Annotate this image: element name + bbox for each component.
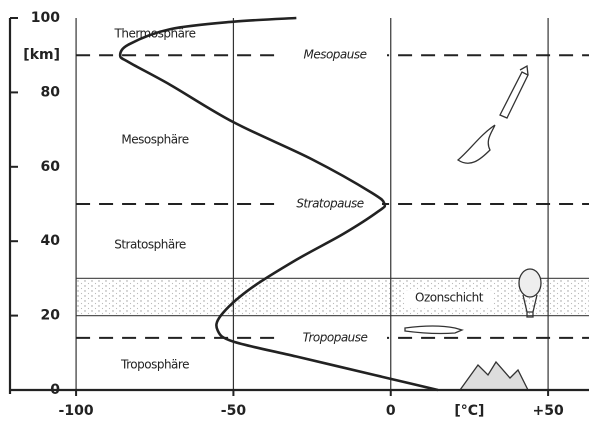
mountains bbox=[458, 360, 530, 391]
illustrations bbox=[404, 64, 542, 391]
x-tick-label: -50 bbox=[221, 403, 247, 419]
y-tick-label: 80 bbox=[41, 84, 61, 100]
boundary-label: Stratopause bbox=[296, 197, 363, 211]
x-tick-label: 0 bbox=[386, 403, 396, 419]
band-label: Ozonschicht bbox=[415, 291, 484, 305]
balloon bbox=[518, 268, 542, 298]
airplane bbox=[404, 325, 464, 335]
y-tick-label: 40 bbox=[41, 233, 61, 249]
layer-label: Troposphäre bbox=[120, 358, 189, 372]
label-bg bbox=[283, 328, 387, 347]
y-tick-label: 0 bbox=[50, 382, 60, 398]
temperature-curve bbox=[118, 16, 439, 392]
rocket-exhaust bbox=[456, 124, 496, 164]
label-bg bbox=[278, 195, 382, 213]
layer-label: Stratosphäre bbox=[114, 238, 186, 252]
x-tick-label: +50 bbox=[532, 403, 563, 419]
rocket bbox=[499, 64, 529, 119]
y-axis-label: [km] bbox=[23, 47, 60, 63]
x-axis-label: [°C] bbox=[454, 403, 484, 419]
boundary-label: Mesopause bbox=[303, 48, 366, 62]
y-tick-label: 20 bbox=[41, 308, 61, 324]
balloon-basket bbox=[522, 294, 538, 318]
ozone-band bbox=[76, 278, 589, 316]
boundary-label: Tropopause bbox=[303, 330, 368, 344]
x-tick-label: -100 bbox=[59, 403, 94, 419]
label-bg bbox=[283, 46, 387, 65]
y-tick-label: 100 bbox=[31, 10, 60, 26]
y-tick-label: 60 bbox=[41, 159, 61, 175]
label-bg bbox=[405, 290, 493, 309]
layer-label: Mesosphäre bbox=[121, 133, 188, 147]
